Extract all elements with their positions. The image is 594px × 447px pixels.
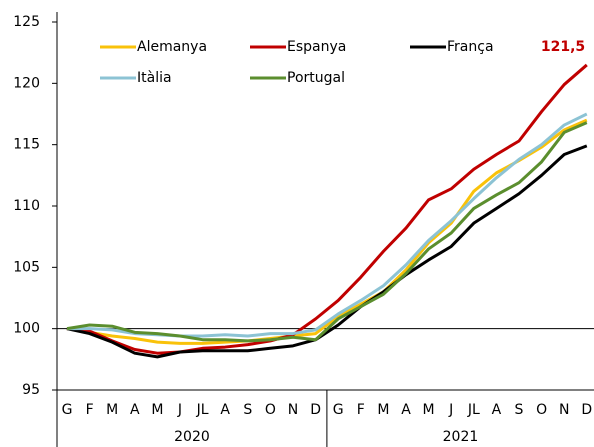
x-tick-label: A: [492, 402, 502, 418]
x-tick-label: M: [151, 402, 163, 418]
y-tick-label: 95: [22, 382, 40, 398]
x-tick-label: J: [448, 402, 453, 418]
legend-label: Itàlia: [137, 70, 172, 86]
y-tick-label: 125: [13, 14, 40, 30]
series-line: [66, 144, 588, 359]
year-label: 2020: [174, 429, 210, 445]
year-label: 2021: [443, 429, 479, 445]
annotation: 121,5: [541, 39, 585, 55]
y-tick-label: 115: [13, 137, 40, 153]
x-tick-label: S: [243, 402, 252, 418]
x-tick-label: N: [288, 402, 298, 418]
x-tick-label: G: [62, 402, 73, 418]
x-tick-label: M: [106, 402, 118, 418]
y-tick-label: 120: [13, 75, 40, 91]
x-tick-label: D: [581, 402, 592, 418]
x-tick-label: F: [357, 402, 365, 418]
x-tick-label: A: [401, 402, 411, 418]
x-tick-label: D: [310, 402, 321, 418]
x-tick-label: O: [536, 402, 547, 418]
y-tick-label: 105: [13, 259, 40, 275]
series-line: [66, 121, 588, 343]
x-tick-label: O: [265, 402, 276, 418]
legend-label: Alemanya: [137, 39, 207, 55]
legend-label: Espanya: [287, 39, 346, 55]
legend-label: Portugal: [287, 70, 345, 86]
x-tick-label: S: [515, 402, 524, 418]
series-line: [66, 118, 588, 345]
x-tick-label: A: [220, 402, 230, 418]
x-tick-label: F: [86, 402, 94, 418]
legend-label: França: [447, 39, 494, 55]
x-tick-label: N: [559, 402, 569, 418]
x-tick-label: A: [130, 402, 140, 418]
x-tick-label: M: [423, 402, 435, 418]
x-tick-label: M: [377, 402, 389, 418]
x-tick-label: G: [333, 402, 344, 418]
series-line: [66, 63, 588, 355]
x-tick-label: JL: [467, 402, 480, 418]
y-tick-label: 110: [13, 198, 40, 214]
y-tick-label: 100: [13, 321, 40, 337]
x-tick-label: J: [177, 402, 182, 418]
x-tick-label: JL: [196, 402, 209, 418]
